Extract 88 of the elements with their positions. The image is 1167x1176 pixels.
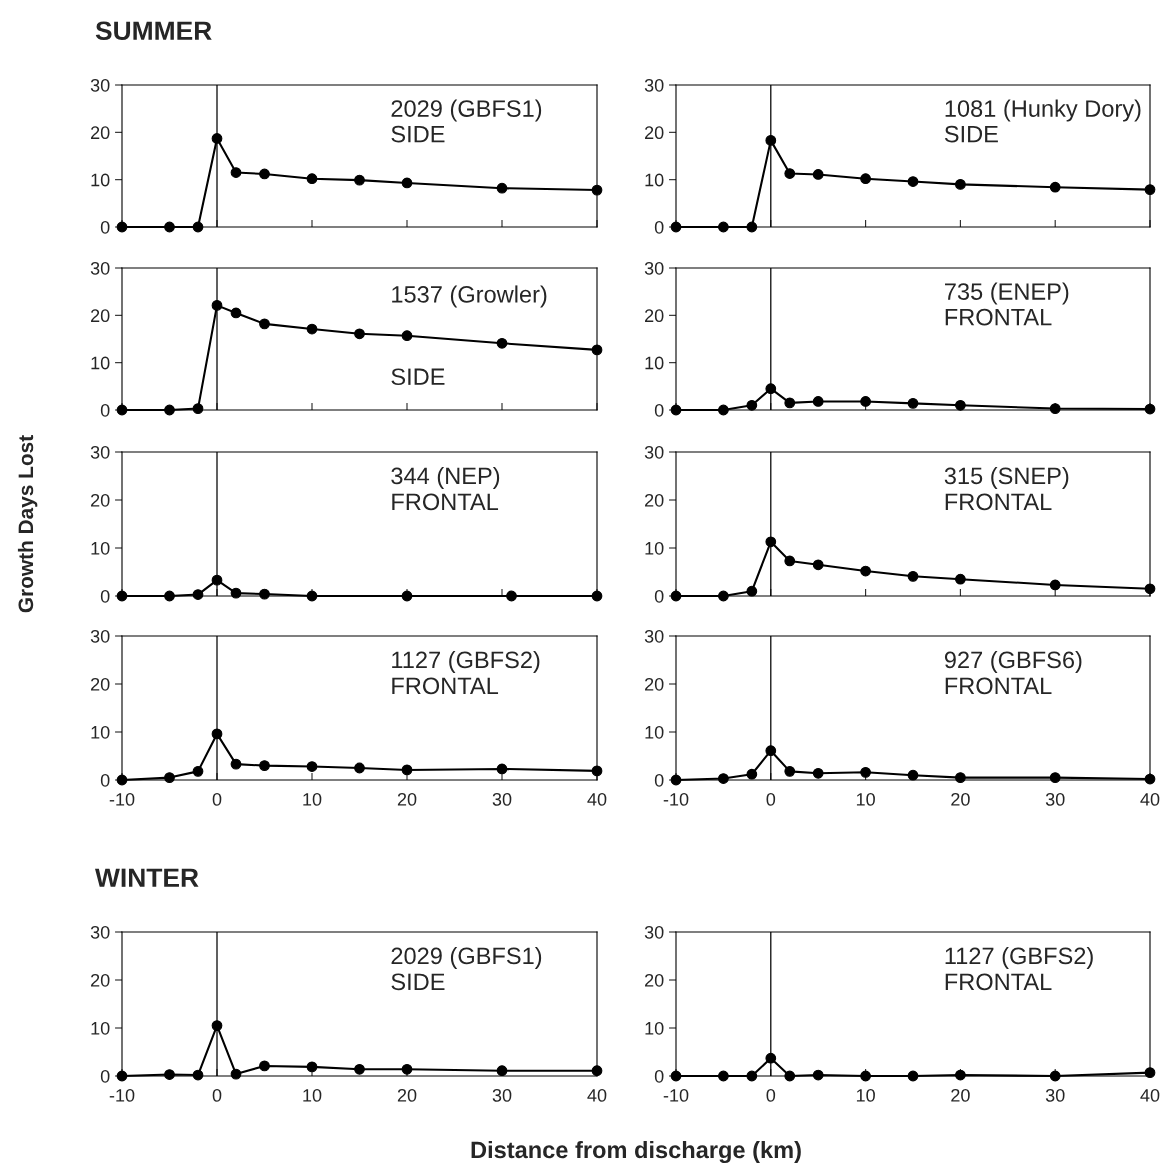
y-tick-label: 10 <box>91 1021 110 1035</box>
annotation: 1127 (GBFS2) <box>945 946 1093 969</box>
annotation: 1537 (Growler) <box>392 285 547 308</box>
x-tick-label: 0 <box>766 1088 776 1102</box>
y-tick-label: 20 <box>645 309 664 323</box>
y-tick-label: 30 <box>90 925 110 939</box>
x-tick-label: 10 <box>303 792 322 806</box>
annotation: 1127 (GBFS2) <box>392 650 540 673</box>
chart-title: SUMMER <box>95 21 212 41</box>
y-tick-label: 30 <box>644 445 664 459</box>
y-tick-label: 0 <box>100 220 110 234</box>
y-tick-label: 0 <box>100 1069 110 1083</box>
y-tick-label: 10 <box>91 541 110 555</box>
x-axis-title: Distance from discharge (km) <box>471 1140 801 1164</box>
y-tick-label: 0 <box>654 1069 664 1083</box>
x-tick-label: 30 <box>492 1088 512 1102</box>
x-tick-label: 40 <box>587 1088 607 1102</box>
x-tick-label: 20 <box>951 792 970 806</box>
annotation: 344 (NEP) <box>391 466 500 489</box>
annotation: 315 (SNEP) <box>944 466 1069 489</box>
y-tick-label: 20 <box>91 126 110 140</box>
y-tick-label: 0 <box>654 403 664 417</box>
y-tick-label: 10 <box>645 541 664 555</box>
y-tick-label: 0 <box>100 403 110 417</box>
y-tick-label: 20 <box>645 493 664 507</box>
annotation: FRONTAL <box>392 677 499 695</box>
x-tick-label: -10 <box>109 792 135 806</box>
x-tick-label: 40 <box>587 792 607 806</box>
y-tick-label: 30 <box>90 261 110 275</box>
annotation: FRONTAL <box>945 493 1052 511</box>
annotation: FRONTAL <box>392 493 499 511</box>
y-tick-label: 0 <box>654 220 664 234</box>
y-tick-label: 10 <box>91 356 110 370</box>
annotation: SIDE <box>391 368 445 386</box>
y-tick-label: 30 <box>90 629 110 643</box>
annotation: 1081 (Hunky Dory) <box>945 99 1141 122</box>
y-tick-label: 20 <box>645 973 664 987</box>
x-tick-label: 10 <box>856 792 875 806</box>
y-tick-label: 0 <box>100 589 110 603</box>
x-tick-label: -10 <box>663 792 689 806</box>
x-tick-label: 10 <box>303 1088 322 1102</box>
annotation: FRONTAL <box>945 308 1052 326</box>
annotation: 2029 (GBFS1) <box>391 99 542 122</box>
y-tick-label: 30 <box>90 445 110 459</box>
y-tick-label: 10 <box>91 725 110 739</box>
y-tick-label: 10 <box>645 725 664 739</box>
y-tick-label: 30 <box>644 261 664 275</box>
y-tick-label: 10 <box>645 1021 664 1035</box>
x-tick-label: 20 <box>397 1088 417 1102</box>
x-tick-label: 20 <box>397 792 417 806</box>
x-tick-label: 40 <box>1140 792 1160 806</box>
annotation: SIDE <box>391 973 445 991</box>
y-tick-label: 20 <box>91 493 110 507</box>
y-tick-label: 0 <box>654 773 664 787</box>
y-tick-label: 10 <box>645 356 664 370</box>
y-axis-title: Growth Days Lost <box>17 435 38 613</box>
x-tick-label: 40 <box>1140 1088 1160 1102</box>
annotation: FRONTAL <box>945 677 1052 695</box>
x-tick-label: 0 <box>766 792 776 806</box>
annotation: 2029 (GBFS1) <box>391 946 542 969</box>
x-tick-label: -10 <box>663 1088 689 1102</box>
annotation: SIDE <box>944 125 998 143</box>
y-tick-label: 20 <box>91 677 110 691</box>
x-tick-label: 30 <box>1045 792 1065 806</box>
y-tick-label: 20 <box>91 309 110 323</box>
x-tick-label: 0 <box>212 1088 222 1102</box>
y-tick-label: 30 <box>644 629 664 643</box>
x-tick-label: 30 <box>492 792 512 806</box>
annotation: FRONTAL <box>945 973 1052 991</box>
y-tick-label: 10 <box>91 173 110 187</box>
annotation: 735 (ENEP) <box>945 282 1069 305</box>
y-tick-label: 10 <box>645 173 664 187</box>
x-tick-label: -10 <box>109 1088 135 1102</box>
x-tick-label: 30 <box>1045 1088 1065 1102</box>
y-tick-label: 20 <box>645 677 664 691</box>
y-tick-label: 20 <box>91 973 110 987</box>
x-tick-label: 20 <box>951 1088 970 1102</box>
chart-title: WINTER <box>95 868 199 887</box>
x-tick-label: 0 <box>212 792 222 806</box>
y-tick-label: 30 <box>644 78 664 92</box>
y-tick-label: 0 <box>100 773 110 787</box>
y-tick-label: 0 <box>654 589 664 603</box>
y-tick-label: 30 <box>90 78 110 92</box>
annotation: SIDE <box>391 125 445 143</box>
x-tick-label: 10 <box>856 1088 875 1102</box>
y-tick-label: 30 <box>644 925 664 939</box>
y-tick-label: 20 <box>645 126 664 140</box>
annotation: 927 (GBFS6) <box>944 650 1082 673</box>
